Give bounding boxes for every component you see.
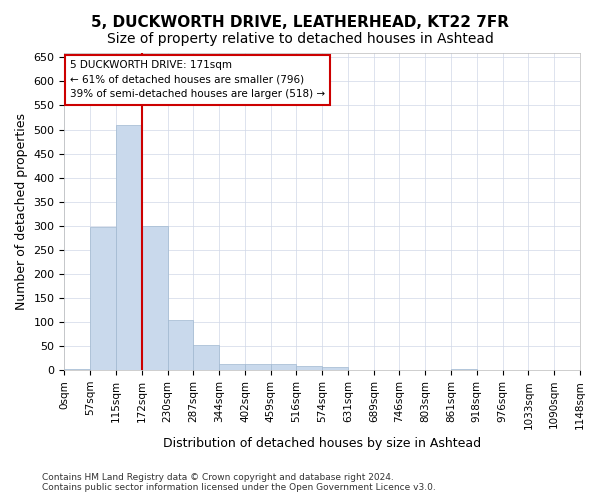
Text: 5, DUCKWORTH DRIVE, LEATHERHEAD, KT22 7FR: 5, DUCKWORTH DRIVE, LEATHERHEAD, KT22 7F… [91,15,509,30]
Text: Size of property relative to detached houses in Ashtead: Size of property relative to detached ho… [107,32,493,46]
Text: 5 DUCKWORTH DRIVE: 171sqm
← 61% of detached houses are smaller (796)
39% of semi: 5 DUCKWORTH DRIVE: 171sqm ← 61% of detac… [70,60,325,100]
Bar [219,364,245,370]
Bar [271,364,296,370]
Bar [116,124,142,370]
X-axis label: Distribution of detached houses by size in Ashtead: Distribution of detached houses by size … [163,437,481,450]
Bar [322,368,348,370]
Bar [64,369,90,370]
Y-axis label: Number of detached properties: Number of detached properties [15,113,28,310]
Bar [168,320,193,370]
Text: Contains HM Land Registry data © Crown copyright and database right 2024.
Contai: Contains HM Land Registry data © Crown c… [42,473,436,492]
Bar [90,227,116,370]
Bar [296,366,322,370]
Bar [451,369,477,370]
Bar [142,226,168,370]
Bar [193,345,219,370]
Bar [245,364,271,370]
